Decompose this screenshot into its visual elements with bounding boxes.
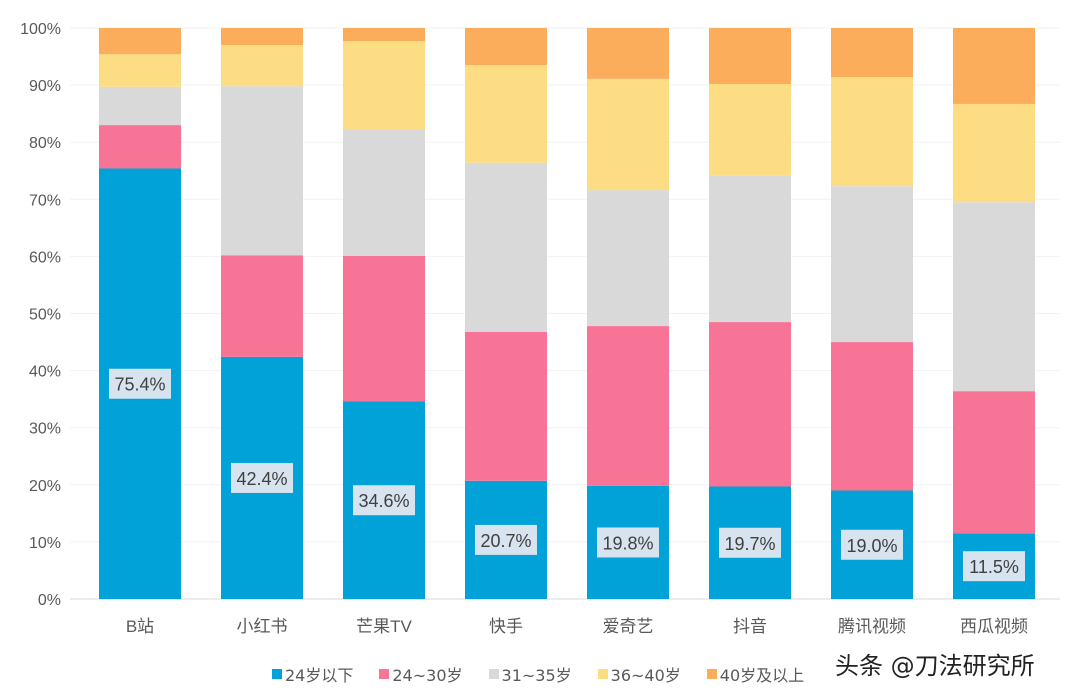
y-tick-label: 30% <box>29 421 61 438</box>
bar-segment <box>587 78 669 191</box>
x-tick-label: 芒果TV <box>356 617 412 636</box>
x-tick-label: B站 <box>126 617 154 636</box>
x-tick-label: 腾讯视频 <box>838 617 906 636</box>
legend-label: 36~40岁 <box>610 666 681 685</box>
y-tick-label: 0% <box>38 592 61 609</box>
data-label-box <box>475 524 537 555</box>
x-tick-label: 爱奇艺 <box>603 617 654 636</box>
bar-segment <box>709 175 791 323</box>
x-tick-label: 抖音 <box>733 617 767 636</box>
data-label-box <box>109 368 171 399</box>
data-label-box <box>231 462 293 493</box>
bar-segment <box>99 86 181 126</box>
y-tick-label: 90% <box>29 78 61 95</box>
data-label-box <box>719 527 781 558</box>
bar-segment <box>953 28 1035 104</box>
data-label: 19.7% <box>724 534 775 554</box>
legend-swatch <box>706 669 717 679</box>
bar-segment <box>831 342 913 491</box>
bar-segment <box>953 202 1035 392</box>
legend-label: 31~35岁 <box>501 666 572 685</box>
y-tick-label: 40% <box>29 364 61 381</box>
y-tick-label: 60% <box>29 249 61 266</box>
bar-segment <box>465 65 547 163</box>
legend-item: 24岁以下 <box>272 662 353 686</box>
bar-segment <box>99 54 181 87</box>
bar-segment <box>343 28 425 42</box>
legend-swatch <box>597 669 608 679</box>
x-tick-label: 快手 <box>489 617 523 636</box>
data-label-box <box>963 551 1025 582</box>
data-label-box <box>841 529 903 560</box>
data-label: 75.4% <box>114 375 165 395</box>
data-label: 11.5% <box>969 557 1019 577</box>
bar-segment <box>709 28 791 84</box>
data-label: 42.4% <box>236 469 287 489</box>
bar-segment <box>831 28 913 78</box>
bar-segment <box>953 391 1035 534</box>
bar-segment <box>343 255 425 402</box>
bar-segment <box>465 28 547 66</box>
y-tick-label: 70% <box>29 192 61 209</box>
bar-segment <box>99 28 181 55</box>
data-label: 19.0% <box>846 536 897 556</box>
bar-segment <box>953 103 1035 203</box>
data-label: 34.6% <box>358 491 409 511</box>
bar-segment <box>343 129 425 256</box>
y-tick-label: 100% <box>20 21 61 38</box>
y-tick-label: 80% <box>29 135 61 152</box>
data-label-box <box>597 527 659 558</box>
bar-segment <box>587 28 669 79</box>
data-label-box <box>353 485 415 516</box>
y-tick-label: 50% <box>29 307 61 324</box>
bar-segment <box>99 125 181 169</box>
data-label: 20.7% <box>480 531 531 551</box>
legend-label: 40岁及以上 <box>719 666 805 685</box>
bar-segment <box>831 77 913 187</box>
bar-segment <box>465 162 547 332</box>
legend-swatch <box>488 669 499 679</box>
bar-segment <box>221 28 303 46</box>
y-tick-label: 20% <box>29 478 61 495</box>
y-tick-label: 10% <box>29 535 61 552</box>
bar-segment <box>587 190 669 327</box>
bar-segment <box>587 326 669 486</box>
data-label: 19.8% <box>602 533 653 553</box>
stacked-bar-chart: 0% 10% 20% 30% 40% 50% 60% 70% 80% 90% 100% B站 75.4%… <box>20 21 1060 636</box>
legend-item: 31~35岁 <box>488 662 572 686</box>
bar-segment <box>221 86 303 256</box>
legend: 24岁以下 24~30岁 31~35岁 36~40岁 40岁及以上 <box>272 662 804 686</box>
bar-segment <box>465 331 547 481</box>
legend-label: 24岁以下 <box>285 666 354 685</box>
watermark: 头条 @刀法研究所 <box>835 652 1035 680</box>
legend-item: 24~30岁 <box>379 662 463 686</box>
x-tick-label: 小红书 <box>237 617 288 636</box>
legend-label: 24~30岁 <box>392 666 463 685</box>
legend-swatch <box>272 669 282 679</box>
legend-item: 36~40岁 <box>597 662 681 686</box>
bar-segment <box>831 186 913 343</box>
bar-segment <box>709 83 791 176</box>
bar-segment <box>221 45 303 87</box>
x-tick-label: 西瓜视频 <box>960 617 1028 636</box>
legend-swatch <box>379 669 390 679</box>
bar-segment <box>221 255 303 357</box>
legend-item: 40岁及以上 <box>706 662 805 686</box>
bar-segment <box>709 322 791 487</box>
bar-segment <box>343 41 425 130</box>
